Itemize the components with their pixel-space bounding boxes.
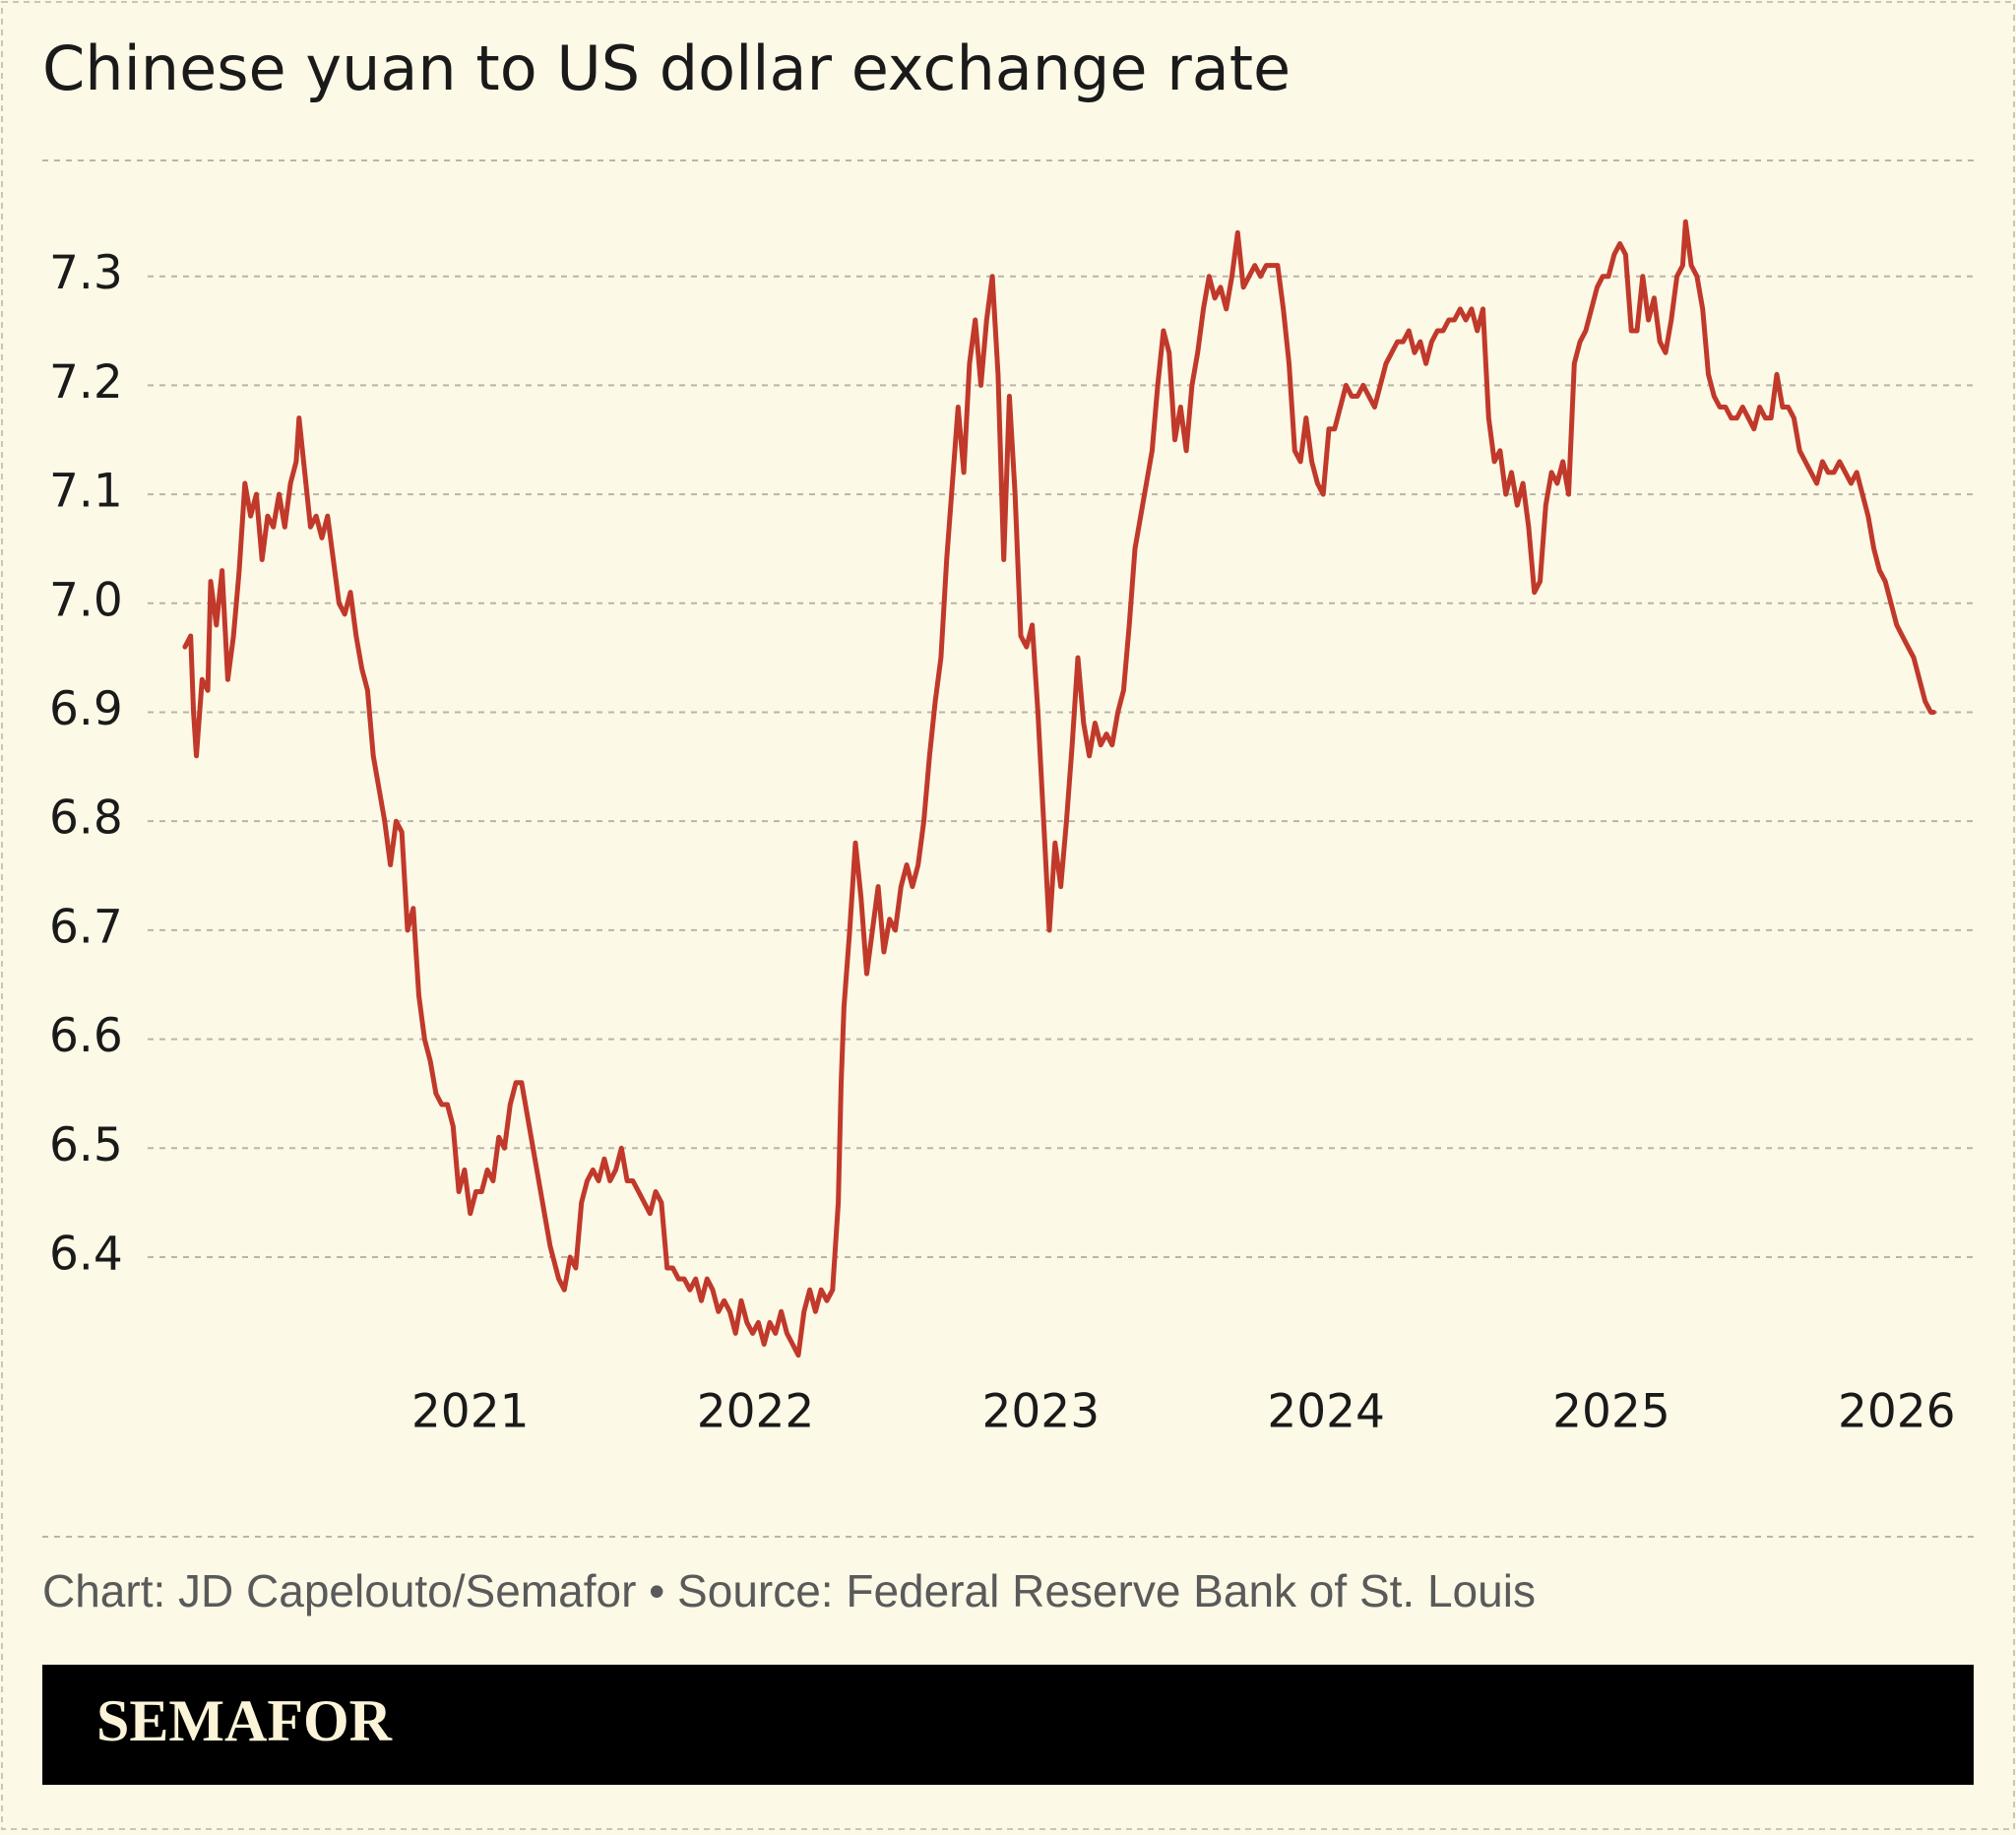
chart-title: Chinese yuan to US dollar exchange rate [42, 32, 1291, 104]
brand: SEMAFOR [96, 1688, 393, 1753]
line [182, 219, 1936, 1359]
y-tick-label: 7.2 [49, 355, 123, 410]
y-tick-label: 7.1 [49, 465, 123, 519]
y-tick-label: 6.8 [49, 791, 123, 846]
x-tick-label: 2022 [697, 1385, 815, 1439]
x-tick-label: 2026 [1838, 1385, 1956, 1439]
x-tick-label: 2024 [1267, 1385, 1385, 1439]
y-tick-label: 6.4 [49, 1227, 123, 1281]
y-tick-label: 6.5 [49, 1118, 123, 1172]
brand-bar [42, 1665, 1974, 1785]
y-tick-label: 7.0 [49, 573, 123, 627]
x-tick-label: 2023 [982, 1385, 1101, 1439]
y-tick-label: 6.9 [49, 682, 123, 736]
y-tick-label: 7.3 [49, 246, 123, 300]
y-tick-label: 6.6 [49, 1009, 123, 1063]
x-tick-label: 2025 [1552, 1385, 1670, 1439]
y-tick-label: 6.7 [49, 900, 123, 954]
x-tick-label: 2021 [411, 1385, 530, 1439]
credit: Chart: JD Capelouto/Semafor • Source: Fe… [42, 1565, 1536, 1616]
